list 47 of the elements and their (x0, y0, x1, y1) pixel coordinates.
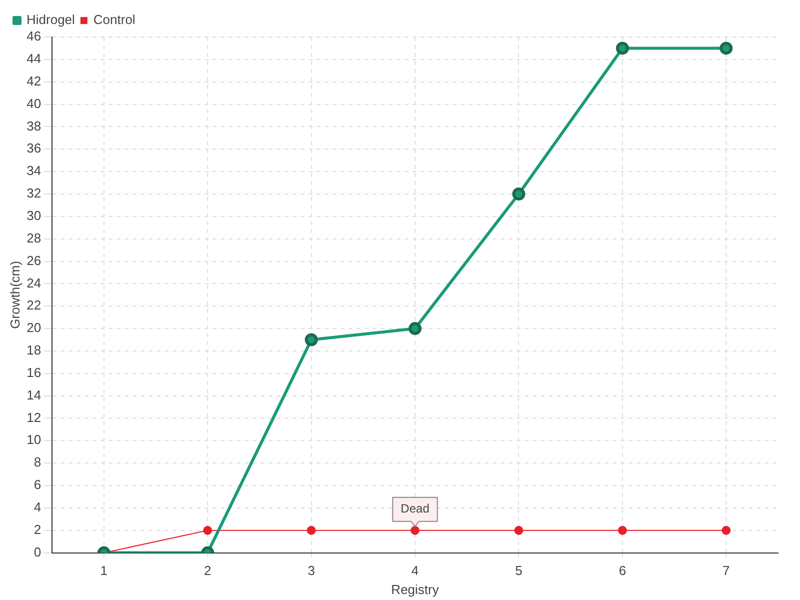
y-tick-label: 18 (26, 342, 42, 358)
x-tick-label: 1 (100, 563, 108, 578)
y-tick-label: 12 (26, 410, 42, 425)
annotation: Dead (400, 502, 430, 516)
y-tick-label: 40 (26, 96, 42, 111)
y-tick-label: 0 (34, 544, 42, 560)
y-tick-label: 34 (26, 163, 42, 178)
y-tick-label: 24 (26, 275, 42, 290)
y-tick-label: 2 (34, 522, 42, 537)
legend-label: Control (93, 12, 136, 28)
y-tick-label: 10 (26, 432, 42, 448)
y-tick-label: 14 (26, 387, 42, 402)
x-axis-title: Registry (391, 582, 440, 597)
point (514, 526, 524, 535)
y-axis-title: Growth(cm) (7, 260, 22, 329)
x-tick-label: 4 (411, 563, 419, 578)
y-tick-label: 4 (34, 500, 42, 515)
y-tick-label: 30 (26, 208, 42, 223)
x-tick-label: 7 (722, 563, 730, 578)
legend-label: Hidrogel (26, 12, 76, 28)
point (306, 526, 316, 535)
y-tick-label: 8 (34, 454, 42, 470)
y-tick-label: 44 (26, 51, 42, 66)
point (410, 526, 420, 535)
y-tick-label: 38 (26, 118, 42, 134)
y-tick-label: 46 (26, 28, 42, 44)
x-tick-label: 5 (515, 563, 522, 578)
y-tick-label: 6 (34, 477, 42, 492)
y-tick-label: 20 (26, 320, 42, 336)
point (616, 42, 629, 55)
point (720, 42, 733, 55)
x-tick-label: 2 (204, 563, 212, 578)
point (618, 526, 627, 535)
point (304, 333, 318, 346)
x-tick-label: 6 (618, 563, 626, 578)
y-tick-label: 28 (26, 230, 42, 246)
y-tick-label: 26 (26, 252, 42, 268)
point (203, 526, 212, 535)
x-tick-label: 3 (308, 563, 315, 578)
y-tick-label: 32 (26, 186, 42, 201)
point (512, 187, 526, 200)
point (408, 322, 422, 336)
y-tick-label: 42 (26, 73, 42, 88)
y-tick-label: 36 (26, 140, 42, 156)
point (722, 526, 731, 535)
y-tick-label: 16 (26, 364, 42, 380)
y-tick-label: 22 (26, 298, 42, 313)
